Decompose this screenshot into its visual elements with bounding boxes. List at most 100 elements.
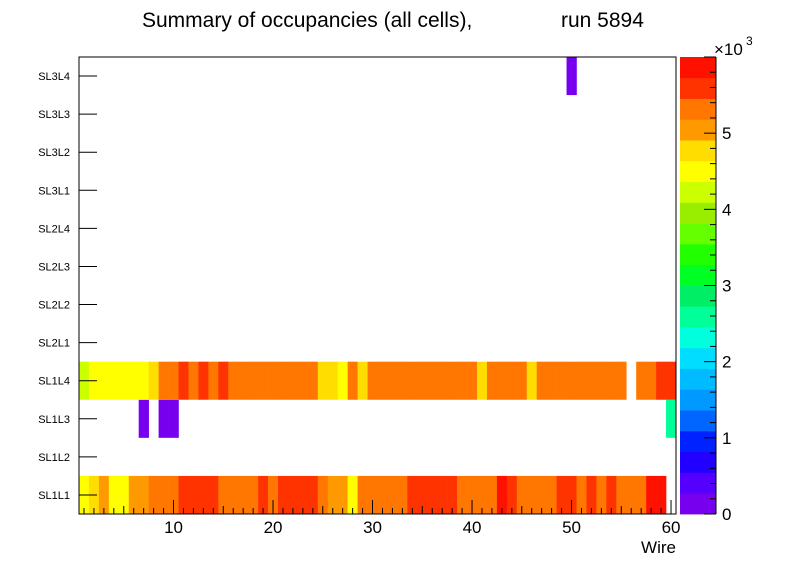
x-tick-label: 30 bbox=[363, 518, 382, 537]
heatmap-cell bbox=[556, 361, 567, 400]
heatmap-cell bbox=[268, 361, 279, 400]
heatmap-cell bbox=[208, 475, 219, 514]
heatmap-cell bbox=[178, 361, 189, 400]
y-tick-label: SL2L4 bbox=[38, 223, 70, 235]
heatmap-cell bbox=[188, 361, 199, 400]
heatmap-cell bbox=[98, 361, 110, 400]
heatmap-cell bbox=[666, 361, 677, 400]
heatmap-cell bbox=[148, 475, 159, 514]
heatmap-cell bbox=[367, 475, 378, 514]
heatmap-cell bbox=[596, 361, 607, 400]
color-scale-swatch bbox=[680, 347, 716, 369]
heatmap-cell bbox=[268, 475, 279, 514]
heatmap-cell bbox=[228, 475, 239, 514]
y-tick-label: SL1L4 bbox=[38, 376, 70, 388]
heatmap-cell bbox=[457, 475, 468, 514]
heatmap-cell bbox=[178, 475, 189, 514]
x-tick-label: 50 bbox=[562, 518, 581, 537]
color-scale-swatch bbox=[680, 327, 716, 349]
color-scale: 0 1 2 3 4 5 bbox=[680, 56, 731, 524]
heatmap-cell bbox=[158, 399, 169, 438]
heatmap-cell bbox=[158, 475, 169, 514]
heatmap-cell bbox=[148, 361, 159, 400]
heatmap-cell bbox=[427, 361, 438, 400]
heatmap-cell bbox=[118, 361, 130, 400]
heatmap-cell bbox=[238, 361, 249, 400]
z-tick-label: 1 bbox=[722, 429, 731, 448]
heatmap-cell bbox=[566, 57, 577, 96]
heatmap-cell bbox=[367, 361, 378, 400]
heatmap-cell bbox=[287, 475, 299, 514]
heatmap-cell bbox=[397, 361, 408, 400]
heatmap-cell bbox=[407, 475, 418, 514]
z-tick-label: 0 bbox=[722, 505, 731, 524]
color-scale-swatch bbox=[680, 368, 716, 390]
color-scale-swatch bbox=[680, 472, 716, 494]
heatmap-cell bbox=[536, 361, 547, 400]
heatmap-cell bbox=[496, 475, 508, 514]
color-scale-swatch bbox=[680, 410, 716, 432]
heatmap-cell bbox=[387, 475, 398, 514]
y-tick-label: SL2L1 bbox=[38, 338, 70, 350]
color-scale-swatch bbox=[680, 223, 716, 245]
heatmap-cell bbox=[467, 475, 478, 514]
color-scale-swatch bbox=[680, 430, 716, 453]
heatmap-cell bbox=[467, 361, 478, 400]
heatmap-cell bbox=[337, 475, 348, 514]
heatmap-cell bbox=[387, 361, 398, 400]
heatmap-cell bbox=[317, 361, 329, 400]
heatmap-cell bbox=[606, 475, 617, 514]
heatmap-cell bbox=[437, 361, 448, 400]
x-tick-label: 60 bbox=[662, 518, 681, 537]
color-scale-swatch bbox=[680, 140, 716, 162]
color-scale-swatch bbox=[680, 285, 716, 307]
heatmap-cell bbox=[198, 361, 209, 400]
y-tick-label: SL2L3 bbox=[38, 261, 70, 273]
heatmap-cell bbox=[347, 475, 358, 514]
heatmap-cell bbox=[278, 475, 289, 514]
heatmap-cell bbox=[626, 475, 637, 514]
heatmap-cell bbox=[427, 475, 438, 514]
x-tick-label: 10 bbox=[164, 518, 183, 537]
heatmap-cell bbox=[138, 361, 149, 400]
y-axis: SL1L1 SL1L2 SL1L3 SL1L4 SL2L1 SL2L2 SL2L3 SL2L4… bbox=[38, 71, 97, 502]
heatmap-cell bbox=[566, 475, 577, 514]
heatmap-cell bbox=[506, 475, 518, 514]
heatmap-cell bbox=[297, 361, 309, 400]
heatmap-cell bbox=[477, 475, 488, 514]
heatmap-cell bbox=[138, 399, 149, 438]
chart-title: Summary of occupancies (all cells), bbox=[142, 9, 472, 32]
heatmap-cell bbox=[576, 361, 587, 400]
color-scale-swatch bbox=[680, 243, 716, 266]
y-tick-label: SL1L1 bbox=[38, 490, 70, 502]
heatmap-cell bbox=[238, 475, 249, 514]
heatmap-cell bbox=[656, 475, 667, 514]
z-tick-label: 2 bbox=[722, 353, 731, 372]
heatmap-cell bbox=[128, 475, 139, 514]
heatmap-cell bbox=[377, 475, 388, 514]
heatmap-cell bbox=[477, 361, 488, 400]
heatmap-cell bbox=[228, 361, 239, 400]
heatmap-cell bbox=[248, 475, 259, 514]
heatmap-cell bbox=[606, 361, 617, 400]
heatmap-cell bbox=[168, 475, 179, 514]
heatmap-cell bbox=[417, 361, 428, 400]
heatmap-cell bbox=[576, 475, 587, 514]
plot-frame bbox=[78, 56, 677, 515]
heatmap-cell bbox=[307, 361, 319, 400]
heatmap-cell bbox=[646, 475, 657, 514]
heatmap-cell bbox=[516, 475, 528, 514]
color-scale-swatch bbox=[680, 181, 716, 203]
heatmap-cell bbox=[447, 475, 458, 514]
y-tick-label: SL3L4 bbox=[38, 71, 70, 83]
heatmap-cell bbox=[616, 361, 627, 400]
x-tick-label: 20 bbox=[264, 518, 283, 537]
z-tick-label: 5 bbox=[722, 124, 731, 143]
y-tick-label: SL1L2 bbox=[38, 452, 70, 464]
y-tick-label: SL3L2 bbox=[38, 147, 70, 159]
heatmap-cell bbox=[208, 361, 219, 400]
heatmap-cell bbox=[656, 361, 667, 400]
heatmap-cell bbox=[566, 361, 577, 400]
heatmap-cell bbox=[397, 475, 408, 514]
heatmap-cell bbox=[457, 361, 468, 400]
